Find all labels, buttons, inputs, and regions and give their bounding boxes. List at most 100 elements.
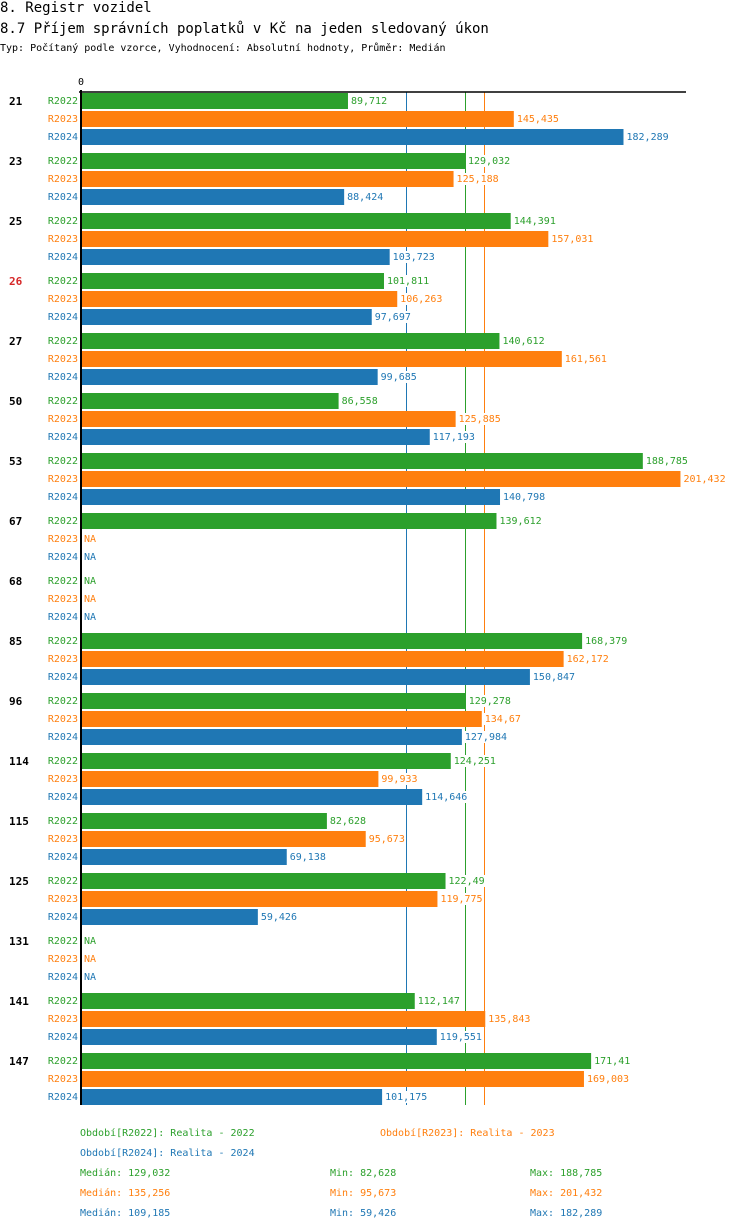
data-label-bg xyxy=(349,95,388,107)
category-group: 53 R2022 188,785 R2023 201,432 R2024 140,798 xyxy=(9,453,727,505)
bar-r2023 xyxy=(82,1011,486,1027)
series-label: R2022 xyxy=(48,456,78,467)
data-label-bg xyxy=(83,611,97,623)
series-label: R2024 xyxy=(48,432,78,443)
data-label: 95,673 xyxy=(369,834,405,845)
bar-r2022 xyxy=(82,273,384,289)
category-label: 96 xyxy=(9,695,23,708)
series-label: R2023 xyxy=(48,474,78,485)
data-label-bg xyxy=(447,875,486,887)
series-label: R2023 xyxy=(48,1074,78,1085)
data-label-bg xyxy=(83,953,97,965)
category-label: 114 xyxy=(9,755,29,768)
category-group: 50 R2022 86,558 R2023 125,885 R2024 117,193 xyxy=(9,393,502,445)
data-label-bg xyxy=(83,533,97,545)
bar-r2024 xyxy=(82,909,258,925)
bar-r2022 xyxy=(82,513,497,529)
data-label-bg xyxy=(431,431,476,443)
bar-r2024 xyxy=(82,249,390,265)
data-label-bg xyxy=(585,1073,630,1085)
series-label: R2023 xyxy=(48,354,78,365)
category-group: 131 R2022 NA R2023 NA R2024 NA xyxy=(9,935,97,983)
legend-r2023: Období[R2023]: Realita - 2023 xyxy=(380,1128,555,1139)
data-label-bg xyxy=(455,173,500,185)
data-label-bg xyxy=(385,275,430,287)
data-label-bg xyxy=(563,353,608,365)
data-label: 157,031 xyxy=(551,234,593,245)
series-label: R2023 xyxy=(48,234,78,245)
series-label: R2024 xyxy=(48,252,78,263)
bar-r2022 xyxy=(82,1053,592,1069)
series-label: R2024 xyxy=(48,912,78,923)
stat-median-r2023: Medián: 135,256 xyxy=(80,1188,171,1199)
data-label-bg xyxy=(515,113,560,125)
bar-r2023 xyxy=(82,471,681,487)
data-label: 97,697 xyxy=(375,312,411,323)
series-label: R2024 xyxy=(48,132,78,143)
data-label-bg xyxy=(399,293,444,305)
data-label-bg xyxy=(550,233,595,245)
data-label-bg xyxy=(682,473,727,485)
data-label-bg xyxy=(379,371,418,383)
data-label: 201,432 xyxy=(683,474,725,485)
category-group: 21 R2022 89,712 R2023 145,435 R2024 182,289 xyxy=(9,93,670,145)
data-label-bg xyxy=(644,455,689,467)
bar-r2022 xyxy=(82,873,446,889)
data-label-bg xyxy=(346,191,385,203)
data-label: 150,847 xyxy=(533,672,575,683)
data-label-bg xyxy=(584,635,629,647)
bar-r2024 xyxy=(82,489,501,505)
category-group: 141 R2022 112,147 R2023 135,843 R2024 119,551 xyxy=(9,993,532,1045)
data-label-bg xyxy=(483,713,522,725)
data-label: 89,712 xyxy=(351,96,387,107)
stat-min-r2024: Min: 59,426 xyxy=(330,1208,397,1219)
bar-r2023 xyxy=(82,231,549,247)
data-label-bg xyxy=(457,413,502,425)
bar-r2023 xyxy=(82,891,438,907)
category-label: 26 xyxy=(9,275,23,288)
data-label-bg xyxy=(340,395,379,407)
series-label: R2022 xyxy=(48,876,78,887)
category-group: 85 R2022 168,379 R2023 162,172 R2024 150,847 xyxy=(9,633,629,685)
data-label-bg xyxy=(501,335,546,347)
bar-r2022 xyxy=(82,633,583,649)
data-label-bg xyxy=(466,155,511,167)
bar-r2023 xyxy=(82,771,379,787)
data-label: 69,138 xyxy=(290,852,326,863)
data-label: 182,289 xyxy=(626,132,668,143)
category-group: 25 R2022 144,391 R2023 157,031 R2024 103,723 xyxy=(9,213,595,265)
series-label: R2024 xyxy=(48,672,78,683)
data-label: 188,785 xyxy=(646,456,688,467)
series-label: R2022 xyxy=(48,516,78,527)
data-label: 106,263 xyxy=(400,294,442,305)
series-label: R2022 xyxy=(48,936,78,947)
data-label: 129,278 xyxy=(469,696,511,707)
data-label-bg xyxy=(391,251,436,263)
bar-r2024 xyxy=(82,669,530,685)
chart-subtitle: Typ: Počítaný podle vzorce, Vyhodnocení:… xyxy=(0,43,446,54)
bar-r2022 xyxy=(82,393,339,409)
series-label: R2024 xyxy=(48,612,78,623)
data-label-bg xyxy=(328,815,367,827)
bar-r2024 xyxy=(82,1089,383,1105)
bar-r2023 xyxy=(82,291,398,307)
data-label-bg xyxy=(288,851,327,863)
bar-r2022 xyxy=(82,153,465,169)
data-label-bg xyxy=(83,551,97,563)
data-label: 129,032 xyxy=(468,156,510,167)
stat-min-r2023: Min: 95,673 xyxy=(330,1188,397,1199)
data-label: 140,612 xyxy=(502,336,544,347)
bar-r2023 xyxy=(82,111,514,127)
bar-r2024 xyxy=(82,369,378,385)
category-group: 125 R2022 122,49 R2023 119,775 R2024 59,426 xyxy=(9,873,486,925)
series-label: R2022 xyxy=(48,636,78,647)
data-label: 171,41 xyxy=(594,1056,630,1067)
data-label: 135,843 xyxy=(488,1014,530,1025)
series-label: R2022 xyxy=(48,336,78,347)
series-label: R2024 xyxy=(48,792,78,803)
data-label: NA xyxy=(84,612,96,623)
data-label: 140,798 xyxy=(503,492,545,503)
series-label: R2023 xyxy=(48,414,78,425)
section-heading: 8. Registr vozidel xyxy=(0,0,152,16)
category-label: 115 xyxy=(9,815,29,828)
